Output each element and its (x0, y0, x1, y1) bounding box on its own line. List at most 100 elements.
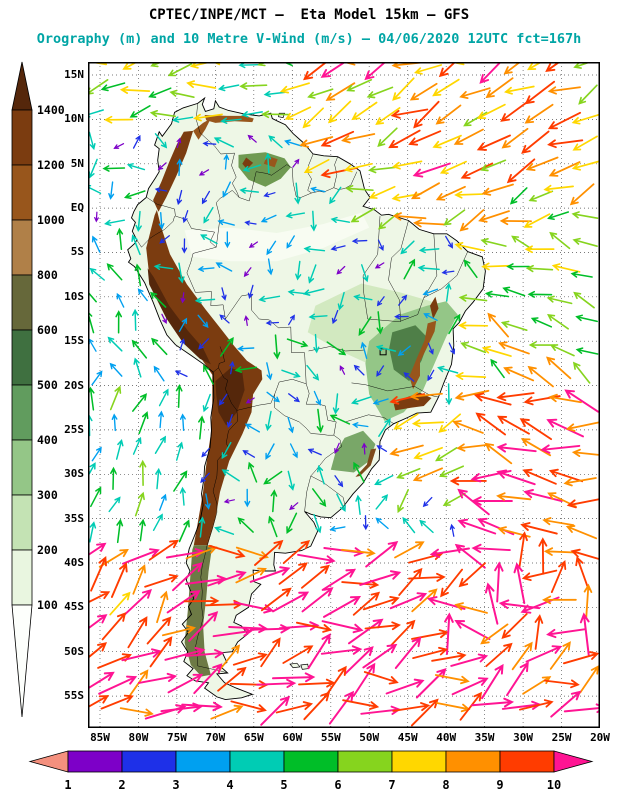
wind-arrow (364, 621, 401, 631)
wind-arrow (285, 212, 306, 219)
wind-arrow (353, 294, 373, 301)
wind-arrow (100, 82, 126, 92)
wind-arrow (525, 645, 563, 663)
wind-arrow (271, 672, 316, 683)
wind-arrow (217, 666, 247, 692)
wind-arrow (520, 522, 558, 535)
wind-arrow (288, 393, 301, 403)
lat-tick-label: 5S (70, 245, 84, 259)
wind-arrow (88, 62, 108, 66)
wind-arrow (496, 469, 536, 486)
wind-arrow (88, 337, 97, 352)
wind-arrow (448, 313, 461, 335)
wind-arrow (391, 160, 423, 170)
wind-arrow (243, 267, 252, 278)
wind-arrow (503, 366, 535, 382)
lat-tick-label: 55S (64, 689, 84, 703)
wind-arrow (417, 264, 440, 272)
wind-arrow (260, 637, 281, 668)
lon-tick-label: 30W (513, 731, 533, 744)
wind-arrow (132, 436, 142, 455)
wind-arrow (321, 620, 364, 634)
wind-arrow (409, 392, 443, 401)
wind-arrow (572, 135, 598, 151)
wind-arrow (131, 339, 148, 359)
wind-arrow (91, 235, 101, 253)
lat-tick-label: 45S (64, 600, 84, 614)
wind-arrow (458, 562, 486, 588)
wind-arrow (394, 636, 422, 669)
wind-arrow (546, 418, 584, 438)
wind-arrow (377, 239, 384, 252)
wind-arrow (521, 569, 558, 582)
wind-arrow (378, 418, 391, 437)
wind-arrow (101, 612, 127, 641)
wind-arrow (241, 111, 263, 118)
oro-scale-label: 1000 (37, 213, 65, 227)
lat-tick-label: 10N (64, 112, 84, 126)
wind-arrow (167, 673, 204, 694)
wind-arrow (458, 294, 488, 302)
wind-arrow (392, 702, 431, 712)
wind-arrow (207, 570, 247, 587)
wind-arrow (107, 336, 123, 352)
wind-arrow (313, 513, 322, 534)
oro-color-block (11, 384, 33, 441)
wind-arrow (116, 227, 124, 251)
lat-tick-label: 10S (64, 289, 84, 303)
terrain-venezuela-coastal-range (204, 115, 254, 123)
wind-arrow (306, 364, 320, 381)
wind-arrow (548, 161, 581, 177)
wind-arrow (297, 553, 336, 565)
political-border (195, 367, 238, 674)
wind-vectors (88, 62, 600, 727)
wind-scale-label: 4 (226, 778, 233, 792)
wind-arrow (434, 674, 470, 685)
wind-arrow (346, 78, 373, 92)
wind-arrow (522, 468, 557, 485)
wind-arrow (518, 531, 528, 568)
wind-arrow (158, 410, 164, 429)
wind-arrow (180, 292, 186, 304)
wind-arrow (396, 467, 421, 479)
lon-tick-label: 60W (282, 731, 303, 744)
wind-arrow (543, 679, 580, 689)
wind-arrow (334, 442, 340, 454)
lat-tick-label: 15N (64, 68, 84, 82)
wind-arrow (219, 314, 230, 324)
wind-over-arrow (553, 750, 594, 773)
wind-arrow (110, 562, 128, 598)
wind-arrow (307, 448, 322, 456)
oro-color-block (11, 549, 33, 606)
wind-arrow (481, 663, 504, 700)
wind-arrow (344, 646, 374, 675)
wind-arrow (452, 420, 484, 434)
wind-arrow (473, 392, 512, 406)
wind-arrow (413, 64, 443, 75)
wind-arrow (375, 517, 389, 530)
wind-arrow (351, 101, 378, 121)
wind-arrow (457, 321, 489, 330)
lat-tick-label: 30S (64, 467, 84, 481)
wind-arrow (303, 691, 331, 721)
wind-arrow (108, 181, 115, 200)
wind-arrow (200, 472, 210, 484)
wind-arrow (460, 341, 487, 354)
wind-arrow (527, 62, 543, 71)
wind-arrow (243, 315, 249, 327)
wind-arrow (303, 245, 326, 253)
wind-arrow (263, 192, 276, 198)
wind-arrow (139, 459, 147, 486)
oro-scale-label: 400 (37, 433, 58, 447)
wind-arrow (321, 568, 357, 591)
wind-arrow (119, 707, 154, 717)
wind-arrow (329, 186, 342, 205)
wind-arrow (122, 548, 160, 565)
wind-arrow (268, 135, 283, 149)
wind-arrow (353, 461, 365, 483)
wind-arrow (109, 591, 131, 616)
terrain-serra-mantiqueira (393, 392, 432, 411)
wind-arrow (330, 245, 346, 251)
oro-color-block (11, 164, 33, 221)
wind-arrow (549, 344, 575, 357)
